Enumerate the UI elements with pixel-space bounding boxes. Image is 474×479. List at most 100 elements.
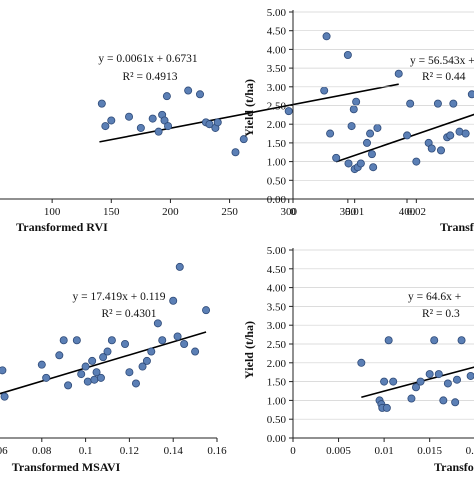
data-point [374, 124, 381, 131]
data-point [155, 128, 162, 135]
plot-area-tr: 0.000.501.001.502.002.503.003.504.004.50… [267, 7, 474, 218]
data-point [453, 376, 460, 383]
y-tick-label: 3.50 [267, 63, 287, 75]
panel-bottom-right: 0.000.501.001.502.002.503.003.504.004.50… [242, 245, 474, 474]
data-point [447, 132, 454, 139]
data-point [170, 297, 177, 304]
data-point [64, 382, 71, 389]
y-tick-label: 2.50 [267, 339, 287, 351]
y-tick-label: 4.00 [267, 44, 287, 56]
data-point [403, 132, 410, 139]
data-point [321, 87, 328, 94]
data-point [159, 337, 166, 344]
y-tick-label: 2.00 [267, 358, 287, 370]
xlabel-tr: Transfo [440, 220, 474, 234]
x-tick-label: 250 [221, 206, 238, 218]
data-point [450, 100, 457, 107]
data-point [395, 70, 402, 77]
x-tick-label: 0 [290, 445, 296, 457]
data-point [149, 115, 156, 122]
data-point [84, 378, 91, 385]
x-tick-label: 0.02 [466, 445, 474, 457]
data-point [125, 113, 132, 120]
data-point [426, 370, 433, 377]
data-point [126, 369, 133, 376]
y-tick-label: 4.50 [267, 264, 287, 276]
data-point [452, 399, 459, 406]
data-point [91, 376, 98, 383]
data-point [137, 124, 144, 131]
x-tick-label: 0.12 [120, 445, 139, 457]
data-point [428, 145, 435, 152]
r2-tr: R² = 0.44 [422, 71, 466, 83]
data-point [381, 378, 388, 385]
data-point [417, 378, 424, 385]
data-point [350, 106, 357, 113]
data-point [202, 307, 209, 314]
data-point [431, 337, 438, 344]
x-tick-label: 0.01 [345, 206, 364, 218]
data-point [108, 337, 115, 344]
data-point [78, 370, 85, 377]
data-point [385, 337, 392, 344]
data-point [363, 139, 370, 146]
data-point [0, 367, 6, 374]
data-point [368, 151, 375, 158]
data-point [413, 158, 420, 165]
data-point [440, 397, 447, 404]
y-tick-label: 5.00 [267, 245, 287, 257]
data-point [108, 117, 115, 124]
data-point [60, 337, 67, 344]
data-point [214, 119, 221, 126]
data-point [73, 337, 80, 344]
x-tick-label: 0.02 [407, 206, 426, 218]
x-tick-label: 0.16 [207, 445, 227, 457]
y-tick-label: 2.50 [267, 101, 287, 113]
y-tick-label: 1.00 [267, 157, 287, 169]
data-point [345, 160, 352, 167]
data-point [462, 130, 469, 137]
data-point [102, 122, 109, 129]
y-tick-label: 1.00 [267, 395, 287, 407]
equation-tl: y = 0.0061x + 0.6731 [98, 53, 197, 65]
equation-br: y = 64.6x + [408, 291, 461, 303]
data-point [232, 149, 239, 156]
data-point [390, 378, 397, 385]
plot-area-br: 0.00 0.50 1.00 1.50 2.00 2.50 3.00 3.50 4.00 4.50… [267, 245, 474, 457]
y-tick-label: 0.00 [267, 433, 287, 445]
x-tick-label: 0.1 [79, 445, 93, 457]
data-point [121, 340, 128, 347]
x-tick-label: 0.01 [374, 445, 393, 457]
data-point [174, 333, 181, 340]
ylabel-br: Yield (t/ha) [242, 321, 256, 379]
data-point [132, 380, 139, 387]
data-point [327, 130, 334, 137]
data-point [196, 91, 203, 98]
x-tick-label: 0 [290, 206, 296, 218]
panel-top-left: 50100150200250300350400 y = 0.0061x + 0.… [0, 33, 416, 234]
data-point [408, 395, 415, 402]
data-point [148, 348, 155, 355]
x-tick-label: 0.06 [0, 445, 8, 457]
data-point [353, 98, 360, 105]
data-point [285, 108, 292, 115]
y-tick-label: 4.00 [267, 283, 287, 295]
data-point [176, 263, 183, 270]
y-tick-label: 3.00 [267, 82, 287, 94]
data-point [467, 372, 474, 379]
data-point [185, 87, 192, 94]
r2-bl: R² = 0.4301 [102, 308, 157, 320]
y-tick-label: 0.00 [267, 194, 287, 206]
data-point [357, 160, 364, 167]
data-point [154, 320, 161, 327]
data-point [192, 348, 199, 355]
data-point [348, 122, 355, 129]
xlabel-br: Transfo [434, 460, 474, 474]
x-tick-label: 0.14 [164, 445, 184, 457]
data-point [43, 374, 50, 381]
data-point [435, 370, 442, 377]
y-tick-label: 3.00 [267, 320, 287, 332]
y-tick-label: 1.50 [267, 138, 287, 150]
r2-tl: R² = 0.4913 [123, 71, 178, 83]
